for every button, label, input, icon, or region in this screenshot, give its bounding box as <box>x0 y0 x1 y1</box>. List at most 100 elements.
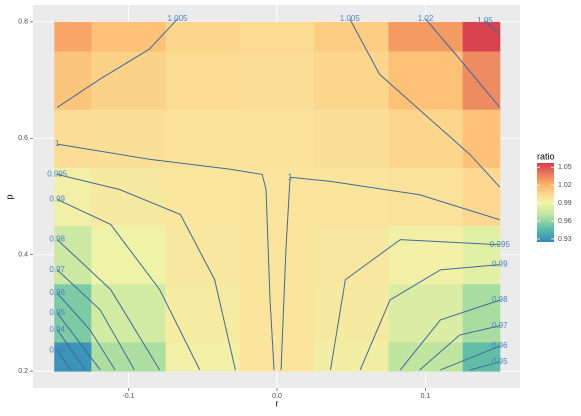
contour-line <box>290 176 500 221</box>
tile <box>462 109 501 168</box>
contour-line <box>349 18 501 188</box>
contour-label: 0.95 <box>492 357 508 366</box>
tile <box>54 167 92 227</box>
tile <box>91 283 167 343</box>
tile <box>91 167 167 227</box>
tile <box>314 21 389 52</box>
contour-line <box>56 292 116 371</box>
tile <box>388 225 464 285</box>
tile <box>462 283 501 343</box>
contour-line <box>419 325 500 371</box>
contour-line <box>56 269 135 371</box>
contour-line <box>399 299 500 371</box>
tile <box>91 109 167 168</box>
tile <box>165 225 241 285</box>
legend-label: 0.96 <box>558 218 572 225</box>
contour-label: 0.95 <box>49 308 65 317</box>
tile <box>165 283 241 343</box>
tile <box>91 21 167 52</box>
tile <box>239 50 315 110</box>
y-tick-label: 0.8 <box>18 19 28 26</box>
tile <box>165 342 241 372</box>
tile <box>165 21 241 52</box>
contour-line <box>280 177 291 370</box>
y-tick-label: 0.4 <box>18 252 28 259</box>
tile <box>91 225 167 285</box>
contour-label: 0.97 <box>49 265 65 274</box>
contour-label: 1.005 <box>340 14 361 23</box>
legend-title: ratio <box>537 151 555 161</box>
contour-label: 0.97 <box>492 321 508 330</box>
tile <box>91 342 167 372</box>
contour-label: 1 <box>288 172 293 181</box>
tile <box>388 21 464 52</box>
contour-label: 0.96 <box>492 341 508 350</box>
contour-label: 0.99 <box>49 195 65 204</box>
tile <box>54 342 92 372</box>
y-tick-label: 0.2 <box>18 368 28 375</box>
contour-line <box>359 264 500 371</box>
y-axis-title: p <box>4 194 14 199</box>
tile <box>462 225 501 285</box>
tile <box>54 109 92 168</box>
tile <box>165 50 241 110</box>
tile <box>388 109 464 168</box>
contour-label: 0.99 <box>492 260 508 269</box>
contour-line <box>56 18 178 108</box>
contour-label: 1 <box>55 139 60 148</box>
x-tick-label: 0.0 <box>272 393 282 400</box>
tile <box>239 342 315 372</box>
tile <box>388 342 464 372</box>
y-tick-label: 0.6 <box>18 135 28 142</box>
contour-label: 0.995 <box>47 169 68 178</box>
tile <box>239 225 315 285</box>
tile <box>314 50 389 110</box>
legend-label: 0.93 <box>558 236 572 243</box>
contour-label: 0.93 <box>49 345 65 354</box>
x-tick-label: 0.1 <box>421 393 431 400</box>
contour-line <box>469 361 500 371</box>
tile <box>314 167 389 227</box>
contour-line <box>57 143 275 370</box>
legend-label: 0.99 <box>558 200 572 207</box>
x-axis-title: r <box>276 398 279 408</box>
tile <box>388 283 464 343</box>
tile <box>314 342 389 372</box>
tile <box>165 167 241 227</box>
contour-label: 0.94 <box>49 325 65 334</box>
contour-line <box>484 20 501 35</box>
tile <box>462 167 501 227</box>
contour-label: 0.98 <box>49 235 65 244</box>
contour-label: 0.96 <box>49 288 65 297</box>
contour-line <box>56 198 201 371</box>
tile <box>54 283 92 343</box>
tile <box>239 283 315 343</box>
tile <box>462 21 501 52</box>
tile <box>314 109 389 168</box>
tile <box>239 167 315 227</box>
tile <box>239 21 315 52</box>
contour-line <box>56 312 101 371</box>
tile <box>388 50 464 110</box>
contour-label: 0.995 <box>490 240 511 249</box>
contour-line <box>57 173 236 371</box>
colorbar <box>537 163 554 242</box>
contour-label: 1 <box>288 172 293 181</box>
contour-line <box>56 349 71 371</box>
tile <box>54 21 92 52</box>
contour-line <box>56 329 86 371</box>
contour-label: 1.05 <box>477 16 493 25</box>
contour-line <box>425 18 501 108</box>
contour-line <box>56 239 161 371</box>
tile <box>239 109 315 168</box>
legend-label: 1.02 <box>558 182 572 189</box>
tile <box>165 109 241 168</box>
x-tick-label: -0.1 <box>122 393 134 400</box>
contour-label: 1.005 <box>167 14 188 23</box>
tile <box>91 50 167 110</box>
contour-label: 1.02 <box>418 14 434 23</box>
contour-label: 0.98 <box>492 295 508 304</box>
contour-line <box>329 239 500 371</box>
tile <box>314 283 389 343</box>
